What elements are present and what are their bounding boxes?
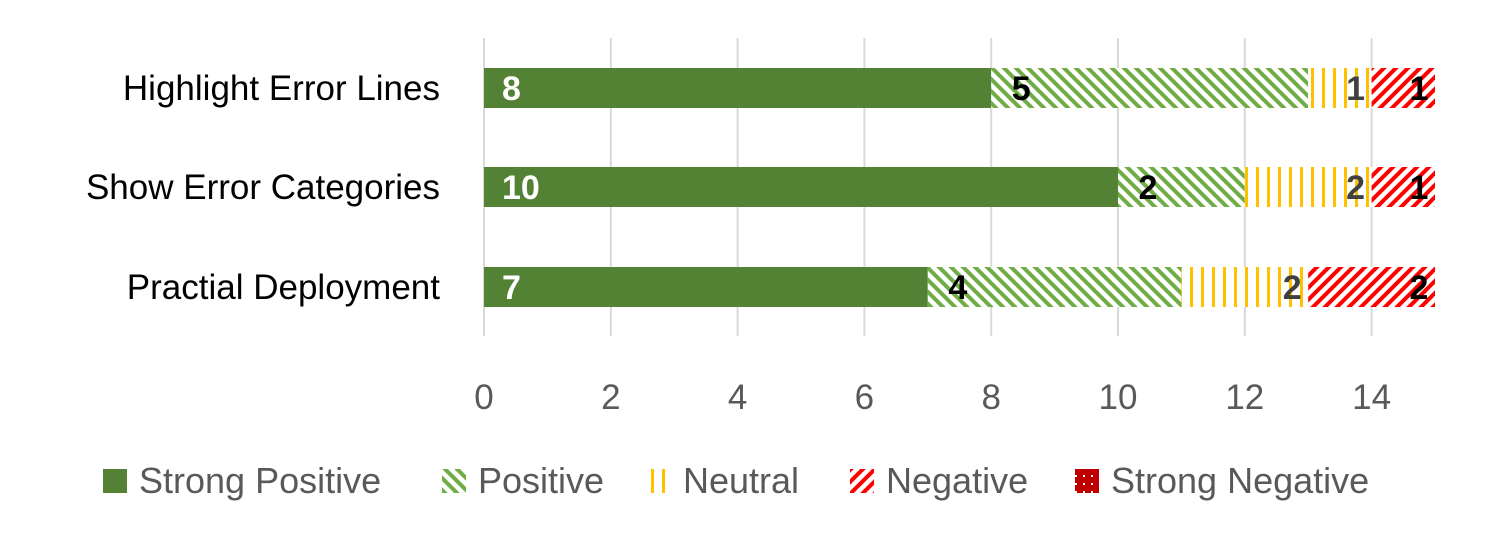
x-tick-label: 2 — [601, 378, 620, 417]
data-label: 2 — [1283, 269, 1302, 307]
category-labels: Highlight Error Lines Show Error Categori… — [86, 69, 440, 307]
data-label: 2 — [1410, 269, 1429, 307]
data-label: 8 — [502, 70, 521, 108]
legend-swatch — [103, 469, 127, 493]
data-label: 2 — [1346, 169, 1365, 207]
bar-segment — [1308, 267, 1435, 307]
x-tick-label: 14 — [1352, 378, 1391, 417]
category-label: Show Error Categories — [86, 168, 440, 207]
data-label: 1 — [1346, 70, 1365, 108]
category-label: Practial Deployment — [127, 268, 440, 307]
data-label: 1 — [1410, 169, 1429, 207]
bar-segment — [1244, 167, 1372, 207]
bar-segment — [927, 267, 1182, 307]
category-label: Highlight Error Lines — [123, 69, 440, 108]
legend-item: Strong Negative — [1075, 460, 1369, 501]
x-tick-label: 4 — [728, 378, 747, 417]
bars — [484, 68, 1435, 307]
x-tick-label: 0 — [474, 378, 493, 417]
legend-item: Negative — [850, 460, 1028, 501]
x-tick-labels: 0 2 4 6 8 10 12 14 — [474, 378, 1391, 417]
legend-item: Strong Positive — [103, 460, 381, 501]
data-label: 1 — [1410, 70, 1429, 108]
bar-segment — [484, 68, 992, 108]
bar-segment — [1308, 68, 1372, 108]
bar-segment — [1181, 267, 1309, 307]
bar-segment — [1371, 167, 1435, 207]
bar-segment — [484, 267, 928, 307]
legend-swatch — [647, 469, 671, 493]
data-label: 2 — [1139, 169, 1158, 207]
legend-label: Neutral — [683, 460, 799, 501]
x-tick-label: 8 — [981, 378, 1000, 417]
legend-label: Strong Positive — [139, 460, 381, 501]
legend-label: Strong Negative — [1111, 460, 1369, 501]
legend-item: Positive — [442, 460, 604, 501]
x-tick-label: 10 — [1099, 378, 1138, 417]
data-labels: 8 5 1 1 10 2 2 1 7 4 2 2 — [502, 70, 1428, 307]
legend-swatch — [1075, 469, 1099, 493]
bar-segment — [1118, 167, 1245, 207]
data-label: 7 — [502, 269, 521, 307]
legend-swatch — [442, 469, 466, 493]
bar-segment — [1371, 68, 1435, 108]
data-label: 10 — [502, 169, 540, 207]
legend: Strong Positive Positive Neutral Negative St… — [103, 460, 1369, 501]
bar-segment — [484, 167, 1118, 207]
legend-item: Neutral — [647, 460, 799, 501]
data-label: 5 — [1012, 70, 1031, 108]
legend-swatch — [850, 469, 874, 493]
bar-segment — [991, 68, 1309, 108]
x-tick-label: 12 — [1225, 378, 1264, 417]
legend-label: Negative — [886, 460, 1028, 501]
x-tick-label: 6 — [855, 378, 874, 417]
data-label: 4 — [948, 269, 967, 307]
legend-label: Positive — [478, 460, 604, 501]
